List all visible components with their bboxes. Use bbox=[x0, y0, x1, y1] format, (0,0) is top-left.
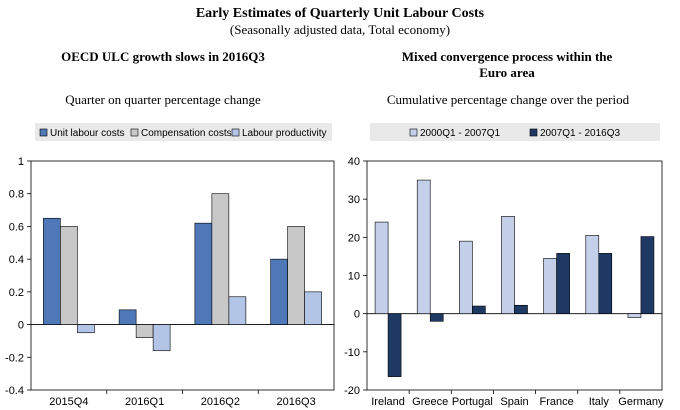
legend-label-1: Compensation costs bbox=[141, 128, 232, 139]
x-tick-label: Greece bbox=[412, 396, 448, 408]
x-tick-label: France bbox=[540, 396, 574, 408]
bar-italy-series-0 bbox=[585, 235, 600, 314]
bar-italy-series-1 bbox=[598, 253, 613, 314]
y-tick-label: 20 bbox=[348, 232, 360, 244]
x-tick-label: Germany bbox=[618, 396, 664, 408]
y-tick-label: 1 bbox=[18, 156, 24, 168]
bar-2016q3-series-2 bbox=[304, 291, 322, 325]
y-tick-label: 40 bbox=[348, 156, 360, 168]
bar-2016q1-series-2 bbox=[152, 324, 171, 352]
y-tick-label: 0 bbox=[18, 320, 24, 332]
right-chart-title-line-1: Mixed convergence process within the bbox=[402, 49, 613, 64]
legend-swatch-2 bbox=[231, 128, 240, 137]
figure-subtitle: (Seasonally adjusted data, Total economy… bbox=[230, 22, 450, 37]
left-chart-title: OECD ULC growth slows in 2016Q3 bbox=[61, 49, 265, 64]
legend-label-0: 2000Q1 - 2007Q1 bbox=[420, 128, 500, 139]
bar-2016q3-series-1 bbox=[287, 226, 305, 325]
x-tick-label: Spain bbox=[500, 396, 528, 408]
bar-greece-series-0 bbox=[416, 179, 431, 314]
bar-spain-series-0 bbox=[501, 216, 515, 314]
figure-title: Early Estimates of Quarterly Unit Labour… bbox=[196, 6, 485, 21]
bar-2015q4-series-2 bbox=[77, 324, 95, 334]
x-tick-label: Ireland bbox=[371, 396, 405, 408]
bar-greece-series-1 bbox=[429, 313, 444, 322]
legend-swatch-0 bbox=[39, 128, 48, 137]
bar-france-series-1 bbox=[556, 253, 570, 314]
bar-ireland-series-0 bbox=[374, 221, 389, 314]
x-tick-label: Italy bbox=[589, 396, 610, 408]
bar-2016q3-series-0 bbox=[270, 258, 288, 325]
left-chart-ylabel: Quarter on quarter percentage change bbox=[65, 92, 261, 107]
y-tick-label: 30 bbox=[348, 194, 360, 206]
bar-germany-series-1 bbox=[640, 236, 655, 314]
legend-swatch-0 bbox=[409, 128, 418, 137]
y-tick-label: 0 bbox=[354, 309, 360, 321]
y-tick-label: 0.8 bbox=[9, 189, 24, 201]
legend-label-1: 2007Q1 - 2016Q3 bbox=[540, 128, 620, 139]
right-bar-chart: 2000Q1 - 2007Q1 2007Q1 - 2016Q3 40 30 20 10 0 -… bbox=[344, 123, 664, 408]
x-tick-label: Portugal bbox=[452, 396, 493, 408]
legend-background bbox=[35, 123, 332, 141]
bar-germany-series-0 bbox=[627, 313, 642, 318]
y-tick-label: -10 bbox=[344, 347, 360, 359]
bar-france-series-0 bbox=[543, 258, 557, 314]
bar-2016q2-series-2 bbox=[228, 296, 247, 325]
y-tick-label: 0.4 bbox=[9, 254, 24, 266]
legend-swatch-1 bbox=[529, 128, 538, 137]
right-chart-ylabel: Cumulative percentage change over the pe… bbox=[387, 92, 630, 107]
bar-2016q1-series-1 bbox=[135, 324, 154, 338]
y-tick-label: -0.4 bbox=[5, 385, 24, 397]
x-tick-label: 2016Q2 bbox=[201, 396, 240, 408]
bar-2015q4-series-1 bbox=[60, 226, 78, 325]
legend-background bbox=[370, 123, 660, 141]
y-tick-label: 0.2 bbox=[9, 287, 24, 299]
x-tick-label: 2016Q3 bbox=[277, 396, 316, 408]
bar-2016q2-series-0 bbox=[194, 222, 213, 325]
bar-portugal-series-1 bbox=[472, 305, 486, 314]
y-tick-label: 0.6 bbox=[9, 221, 24, 233]
y-tick-label: -0.2 bbox=[5, 352, 24, 364]
x-tick-label: 2016Q1 bbox=[125, 396, 164, 408]
bar-ireland-series-1 bbox=[387, 313, 402, 377]
left-bar-chart: Unit labour costs Compensation costs Labou… bbox=[5, 123, 335, 408]
legend-label-0: Unit labour costs bbox=[50, 128, 124, 139]
bar-portugal-series-0 bbox=[459, 240, 473, 314]
legend-swatch-1 bbox=[130, 128, 139, 137]
legend-label-2: Labour productivity bbox=[242, 128, 327, 139]
bar-2016q2-series-1 bbox=[211, 193, 230, 325]
right-chart-title-line-2: Euro area bbox=[479, 65, 535, 80]
y-tick-label: -20 bbox=[344, 385, 360, 397]
bar-2015q4-series-0 bbox=[43, 217, 61, 325]
x-tick-label: 2015Q4 bbox=[49, 396, 88, 408]
bar-spain-series-1 bbox=[514, 304, 528, 314]
y-tick-label: 10 bbox=[348, 271, 360, 283]
bar-2016q1-series-0 bbox=[118, 309, 137, 325]
